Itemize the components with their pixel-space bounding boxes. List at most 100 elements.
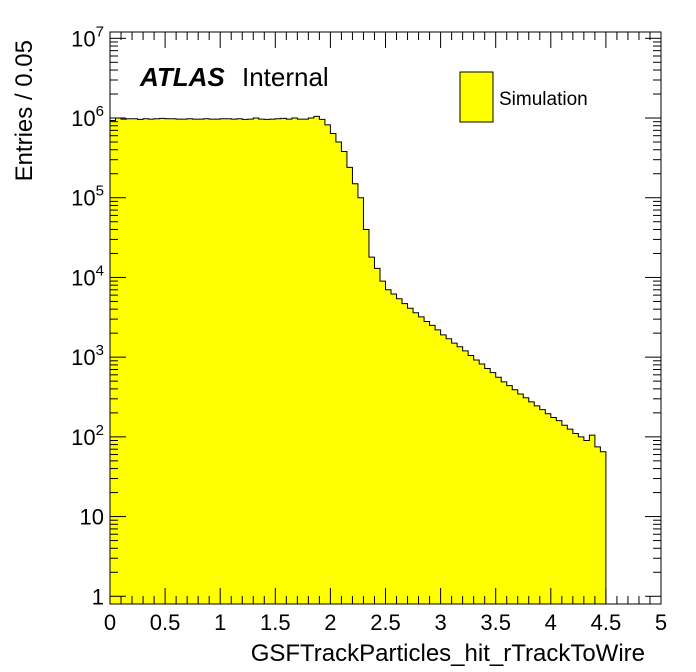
y-tick-label: 10 [80, 505, 104, 530]
histogram-bin [247, 119, 254, 604]
y-tick-labels: 1 10 102 103 104 105 106 107 [71, 23, 104, 609]
histogram-bin [231, 119, 238, 604]
histogram-bin [589, 435, 596, 604]
atlas-label-text: Internal [242, 62, 329, 92]
histogram-bin [275, 118, 282, 604]
legend-label: Simulation [499, 89, 588, 110]
histogram-bin [567, 429, 574, 604]
histogram-bin [379, 281, 387, 604]
histogram-bin [330, 133, 337, 604]
histogram-outline [109, 115, 607, 604]
histogram-bin [121, 119, 128, 604]
histogram-bin [407, 308, 414, 604]
histogram-bin [556, 420, 563, 604]
y-tick-label: 1 [92, 584, 104, 609]
histogram-bin [550, 417, 557, 604]
x-tick-label: 3 [434, 610, 446, 635]
histogram-bin [402, 303, 409, 604]
histogram-bin [495, 377, 502, 604]
histogram-bin [583, 440, 590, 604]
histogram-bin [462, 350, 469, 604]
histogram-bin [561, 425, 568, 604]
histogram-bin [159, 118, 166, 604]
histogram-bin [291, 118, 298, 604]
y-tick-label: 106 [71, 103, 104, 131]
histogram-bin [335, 142, 343, 604]
histogram-bin [368, 257, 376, 604]
histogram-bin [313, 116, 320, 605]
x-tick-label: 0.5 [150, 610, 181, 635]
histogram-bin [429, 325, 436, 604]
histogram-bin [357, 197, 365, 604]
histogram-bin [302, 119, 309, 604]
histogram-bin [181, 119, 188, 604]
histogram-bin [324, 124, 331, 605]
histogram-bin [115, 118, 122, 604]
histogram-bin [165, 118, 172, 604]
histogram-bin [209, 119, 216, 604]
histogram-bin [413, 312, 420, 604]
x-tick-label: 2.5 [370, 610, 401, 635]
histogram-bin [126, 118, 133, 604]
histogram-bin [236, 118, 243, 604]
histogram-bin [170, 118, 177, 604]
histogram-bin [203, 118, 210, 604]
histogram-bin [319, 119, 326, 604]
histogram-bin [341, 151, 348, 604]
histogram-bin [132, 118, 139, 604]
x-tick-label: 1.5 [260, 610, 291, 635]
histogram-bin [280, 118, 287, 604]
histogram-bin [435, 329, 442, 604]
histogram-bin [484, 368, 491, 604]
histogram-bin [143, 118, 150, 604]
histogram-bin [506, 385, 513, 604]
histogram-bin [517, 393, 524, 604]
axis-ticks [109, 32, 662, 604]
x-tick-label: 0 [104, 610, 116, 635]
y-tick-label: 104 [71, 262, 104, 290]
histogram-bin [451, 343, 458, 604]
histogram-bin [473, 360, 480, 604]
histogram-bin [501, 381, 508, 604]
histogram-bin [192, 119, 199, 604]
histogram-bin [374, 268, 381, 604]
histogram-bin [385, 289, 392, 604]
y-tick-label: 103 [71, 342, 104, 370]
histogram-bin [297, 119, 304, 604]
y-tick-label: 105 [71, 183, 104, 211]
histogram-bin [523, 397, 530, 604]
legend-swatch [459, 71, 494, 123]
histogram-bin [154, 118, 161, 604]
histogram-bin [490, 372, 497, 604]
histogram-bin [539, 409, 546, 604]
histogram-bin [446, 338, 453, 604]
atlas-label-bold: ATLAS [139, 62, 225, 92]
histogram-bin [253, 118, 260, 604]
atlas-label: ATLAS Internal [139, 62, 329, 92]
histogram-bin [220, 118, 227, 604]
histogram-bin [528, 401, 535, 604]
histogram-bin [137, 119, 144, 604]
histogram-bin [269, 119, 276, 604]
histogram-bin [572, 433, 579, 604]
histogram-bin [534, 405, 541, 604]
histogram-bin [440, 334, 447, 604]
histogram-bin [258, 119, 265, 604]
histogram-bin [242, 119, 249, 604]
histogram-bin [363, 229, 370, 604]
histogram-bin [176, 119, 183, 604]
histogram-bin [545, 413, 552, 604]
histogram-bin [225, 118, 232, 604]
x-tick-labels: 0 0.5 1 1.5 2 2.5 3 3.5 4 4.5 5 [104, 610, 667, 635]
histogram-bin [600, 451, 607, 604]
histogram-bin [214, 119, 221, 604]
x-tick-label: 1 [214, 610, 226, 635]
histogram-bin [457, 346, 464, 604]
histogram-bin [468, 355, 475, 604]
x-tick-label: 4 [545, 610, 557, 635]
histogram-bin [391, 293, 398, 604]
x-tick-label: 2 [324, 610, 336, 635]
histogram-bin [198, 119, 205, 604]
histogram-bin [418, 316, 425, 604]
